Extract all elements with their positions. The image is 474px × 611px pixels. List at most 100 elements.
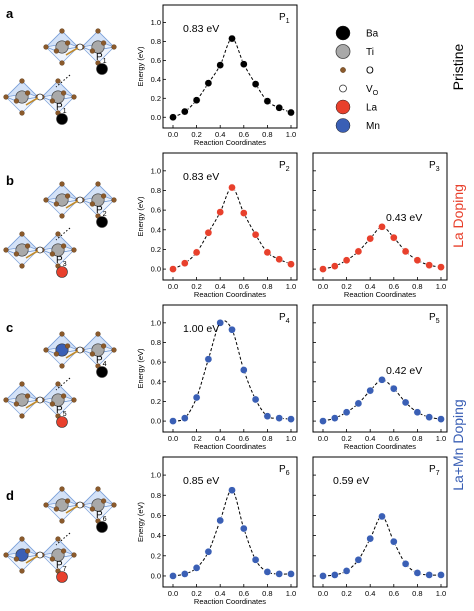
y-tick-label: 0.0 bbox=[151, 113, 161, 122]
plot-frame bbox=[162, 304, 298, 433]
x-tick-label: 0.0 bbox=[168, 282, 178, 291]
data-point bbox=[204, 547, 213, 556]
y-tick-label: 0.4 bbox=[151, 377, 161, 386]
o-atom bbox=[53, 201, 60, 207]
path-tag: P6 bbox=[279, 464, 290, 477]
o-atom bbox=[25, 393, 31, 399]
path-tag: P5 bbox=[429, 312, 440, 325]
y-tick-label: 0.8 bbox=[151, 186, 161, 195]
y-tick-label: 1.0 bbox=[151, 18, 161, 27]
o-atom bbox=[59, 363, 65, 369]
ti-atom bbox=[55, 193, 69, 207]
a-site-atom bbox=[56, 416, 68, 428]
octahedron bbox=[79, 28, 117, 66]
a-site-atom bbox=[96, 521, 108, 533]
crystal-structures: P1 P1 P2 P3 P4 P5 P6 P7 bbox=[3, 28, 117, 583]
octahedron bbox=[3, 78, 41, 116]
data-point bbox=[389, 384, 398, 393]
migration-arrow bbox=[25, 555, 39, 564]
x-tick-label: 0.4 bbox=[215, 589, 225, 598]
blue-ball bbox=[335, 118, 351, 133]
row-label: La+Mn Doping bbox=[450, 399, 466, 490]
series-line bbox=[172, 489, 292, 577]
y-tick-label: 0.0 bbox=[151, 417, 161, 426]
y-tick-label: 0.6 bbox=[151, 358, 161, 367]
o-atom bbox=[71, 94, 77, 100]
data-point bbox=[378, 512, 386, 521]
oxygen-vacancy bbox=[36, 93, 44, 101]
octahedron bbox=[3, 231, 41, 269]
path-tag: P1 bbox=[96, 52, 107, 65]
y-tick-label: 0.4 bbox=[151, 225, 161, 234]
data-point bbox=[192, 248, 201, 257]
o-atom bbox=[100, 193, 107, 199]
data-point bbox=[216, 208, 225, 216]
o-atom bbox=[49, 556, 56, 562]
o-atom bbox=[100, 40, 107, 46]
data-point bbox=[319, 572, 327, 580]
data-point bbox=[413, 256, 422, 265]
data-point bbox=[216, 318, 225, 327]
data-point bbox=[287, 570, 295, 578]
data-point bbox=[342, 408, 351, 417]
a-site-atom bbox=[96, 366, 108, 378]
o-atom bbox=[60, 393, 67, 399]
data-point bbox=[354, 555, 363, 564]
cluster: P5 bbox=[3, 381, 77, 428]
a-site-atom bbox=[96, 216, 108, 228]
migration-arrow bbox=[25, 97, 39, 106]
row-label: Pristine bbox=[450, 43, 466, 90]
o-atom bbox=[111, 502, 117, 508]
o-atom bbox=[49, 251, 56, 257]
o-atom bbox=[25, 90, 31, 96]
x-tick-label: 0.4 bbox=[215, 434, 225, 443]
data-point bbox=[275, 255, 284, 264]
x-tick-label: 1.0 bbox=[286, 434, 296, 443]
ti-atom bbox=[55, 40, 69, 54]
data-point bbox=[437, 415, 445, 423]
data-point bbox=[287, 108, 295, 117]
o-atom bbox=[64, 343, 71, 349]
y-axis-label: Energy (eV) bbox=[136, 46, 145, 87]
migration-arrow bbox=[25, 400, 39, 409]
x-tick-label: 0.6 bbox=[389, 589, 399, 598]
o-atom bbox=[43, 347, 49, 353]
o-atom bbox=[3, 94, 9, 100]
x-tick-label: 0.8 bbox=[412, 434, 422, 443]
o-atom bbox=[111, 197, 117, 203]
o-atom bbox=[3, 397, 9, 403]
oxygen-vacancy bbox=[36, 551, 44, 559]
o-atom bbox=[59, 213, 65, 219]
data-point bbox=[425, 261, 434, 270]
ti-atom bbox=[91, 40, 105, 54]
x-tick-label: 0.4 bbox=[365, 282, 375, 291]
x-tick-label: 0.8 bbox=[262, 130, 272, 139]
legend: Ba Ti O VO La Mn bbox=[335, 25, 380, 133]
x-tick-label: 1.0 bbox=[286, 282, 296, 291]
data-point bbox=[287, 260, 295, 269]
x-tick-label: 0.4 bbox=[365, 589, 375, 598]
data-point bbox=[228, 34, 236, 43]
data-point bbox=[192, 564, 201, 572]
path-tag: P7 bbox=[429, 464, 440, 477]
o-atom bbox=[95, 486, 101, 492]
oxygen-vacancy bbox=[36, 396, 44, 404]
ti-atom bbox=[91, 343, 105, 357]
legend-label: La bbox=[366, 103, 378, 114]
migration-arrow bbox=[65, 505, 79, 514]
cluster: P2 bbox=[43, 181, 117, 228]
y-axis-label: Energy (eV) bbox=[136, 501, 145, 542]
x-axis-label: Reaction Coordinates bbox=[194, 290, 266, 299]
o-atom bbox=[95, 28, 101, 34]
data-point bbox=[401, 398, 410, 407]
x-axis-label: Reaction Coordinates bbox=[194, 442, 266, 451]
y-tick-label: 0.8 bbox=[151, 491, 161, 500]
data-point bbox=[204, 228, 213, 237]
path-tag: P3 bbox=[429, 160, 440, 173]
o-atom bbox=[60, 243, 67, 249]
o-atom bbox=[49, 401, 56, 407]
x-tick-label: 1.0 bbox=[436, 434, 446, 443]
mn-atom bbox=[55, 343, 69, 357]
oxygen-vacancy bbox=[76, 501, 84, 509]
o-atom bbox=[71, 552, 77, 558]
